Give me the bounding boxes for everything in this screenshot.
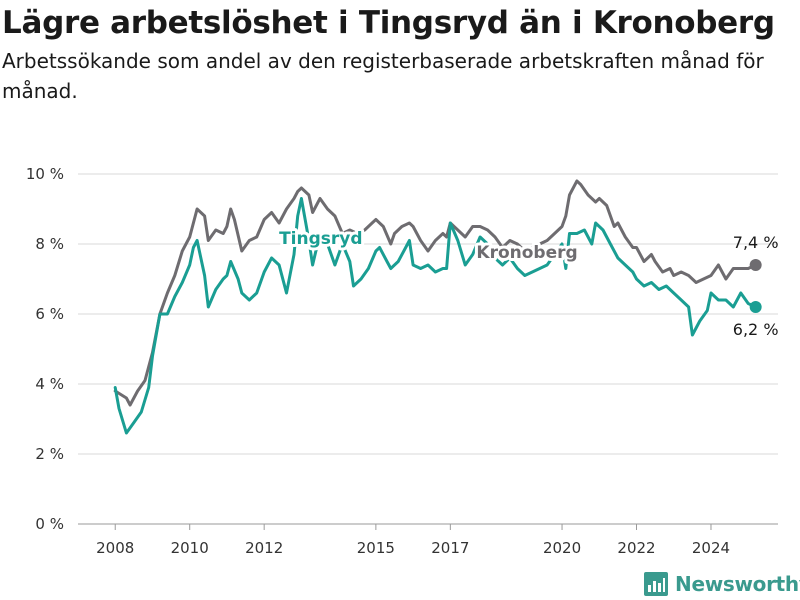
brand-name: Newsworthy bbox=[675, 572, 800, 596]
newsworthy-logo[interactable]: Newsworthy bbox=[644, 569, 800, 599]
page-subtitle: Arbetssökande som andel av den registerb… bbox=[2, 49, 764, 103]
grid-lines bbox=[78, 173, 778, 525]
chart-bars-icon bbox=[644, 572, 668, 596]
x-tick-label: 2020 bbox=[543, 539, 581, 557]
y-tick-label: 10 % bbox=[26, 165, 64, 183]
x-tick-label: 2012 bbox=[245, 539, 283, 557]
x-tick-label: 2010 bbox=[171, 539, 209, 557]
x-tick-label: 2022 bbox=[617, 539, 655, 557]
end-label-kronoberg: 7,4 % bbox=[733, 233, 779, 252]
y-axis-ticks: 0 % 2 % 4 % 6 % 8 % 10 % bbox=[26, 165, 64, 533]
y-tick-label: 6 % bbox=[35, 305, 64, 323]
y-tick-label: 0 % bbox=[35, 515, 64, 533]
x-tick-label: 2024 bbox=[692, 539, 730, 557]
y-tick-label: 8 % bbox=[35, 235, 64, 253]
y-tick-label: 4 % bbox=[35, 375, 64, 393]
series-line-kronoberg bbox=[113, 179, 758, 407]
y-tick-label: 2 % bbox=[35, 445, 64, 463]
end-point-kronoberg bbox=[749, 259, 762, 271]
series-labels: Tingsryd Kronoberg 7,4 % 6,2 % bbox=[276, 226, 779, 339]
page-title: Lägre arbetslöshet i Tingsryd än i Krono… bbox=[2, 5, 775, 41]
x-tick-label: 2017 bbox=[431, 539, 469, 557]
series-line-tingsryd bbox=[113, 197, 758, 435]
series-label-kronoberg: Kronoberg bbox=[476, 243, 577, 263]
x-tick-label: 2015 bbox=[357, 539, 395, 557]
end-point-tingsryd bbox=[749, 301, 762, 313]
series-lines bbox=[113, 179, 762, 435]
x-axis-ticks: 2008 2010 2012 2015 2017 2020 2022 2024 bbox=[96, 524, 730, 557]
end-label-tingsryd: 6,2 % bbox=[733, 320, 779, 339]
series-label-tingsryd: Tingsryd bbox=[279, 229, 362, 249]
x-tick-label: 2008 bbox=[96, 539, 134, 557]
